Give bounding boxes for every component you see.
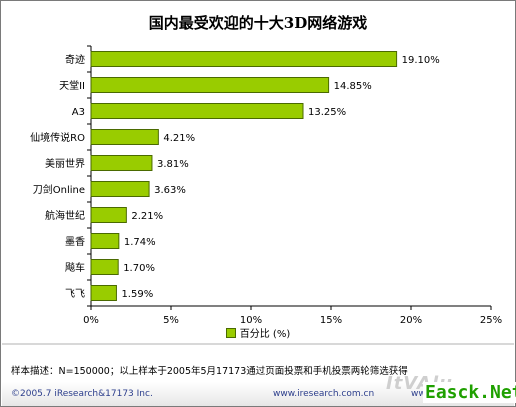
- copyright-text: ©2005.7 iResearch&17173 Inc.: [11, 389, 153, 399]
- chart-area: 国内最受欢迎的十大3D网络游戏 0% 5% 10% 15% 20% 25% 奇迹 19.10%…: [2, 2, 514, 342]
- value-label: 13.25%: [308, 107, 346, 118]
- category-label: 航海世纪: [45, 209, 85, 222]
- bar: [90, 129, 159, 145]
- divider: [2, 343, 514, 345]
- category-label: 墨香: [65, 236, 85, 248]
- value-label: 14.85%: [334, 81, 372, 92]
- x-tick-label: 20%: [400, 315, 422, 326]
- watermark-logo: Easck.Net: [423, 382, 516, 403]
- footnote: 样本描述：N=150000；以上样本于2005年5月17173通过页面投票和手机…: [11, 366, 408, 377]
- bar: [90, 207, 127, 223]
- bar: [90, 51, 398, 67]
- category-label: 飞飞: [65, 289, 85, 300]
- x-tick-label: 5%: [163, 315, 179, 326]
- website-link[interactable]: www.iresearch.com.cn: [273, 389, 375, 399]
- value-label: 4.21%: [163, 133, 195, 144]
- value-label: 1.59%: [121, 289, 153, 300]
- category-label: 刀剑Online: [33, 183, 85, 196]
- category-label: 仙境传说RO: [30, 131, 85, 144]
- value-label: 1.70%: [123, 263, 155, 274]
- value-label: 3.81%: [157, 159, 189, 170]
- bar: [90, 259, 119, 275]
- legend: 百分比 (%): [2, 325, 514, 340]
- value-label: 19.10%: [402, 55, 440, 66]
- value-label: 1.74%: [124, 237, 156, 248]
- bar: [90, 77, 330, 93]
- x-tick-label: 10%: [240, 315, 262, 326]
- x-tick-label: 0%: [83, 315, 99, 326]
- bar: [90, 103, 304, 119]
- legend-label: 百分比 (%): [239, 329, 291, 340]
- category-label: 飚车: [65, 261, 85, 274]
- bar-chart: 0% 5% 10% 15% 20% 25% 奇迹 19.10% 天堂II 14.85% A3 13.2…: [30, 45, 502, 326]
- x-tick-label: 15%: [320, 315, 342, 326]
- x-tick-label: 25%: [480, 315, 502, 326]
- chart-title: 国内最受欢迎的十大3D网络游戏: [148, 14, 368, 32]
- category-label: 奇迹: [65, 53, 85, 66]
- legend-swatch: [225, 328, 236, 338]
- category-label: 天堂II: [59, 80, 85, 92]
- category-label: A3: [72, 107, 85, 118]
- value-label: 2.21%: [131, 211, 163, 222]
- value-label: 3.63%: [154, 185, 186, 196]
- category-label: 美丽世界: [45, 157, 85, 170]
- bar: [90, 181, 150, 197]
- bar: [90, 285, 117, 301]
- bar: [90, 155, 153, 171]
- bar: [90, 233, 120, 249]
